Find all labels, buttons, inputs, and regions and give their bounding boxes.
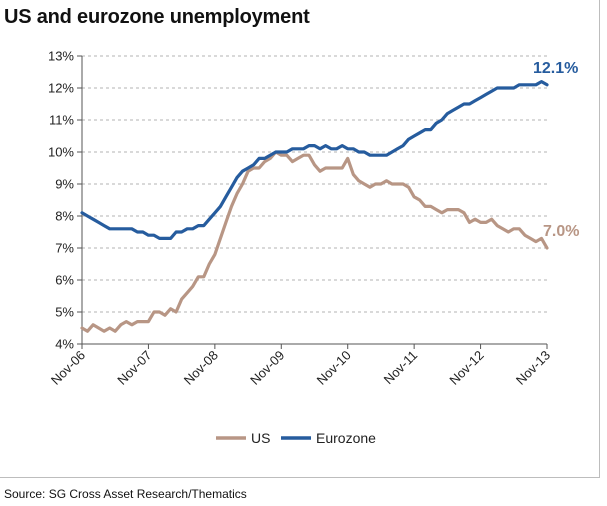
y-tick-label: 10%: [48, 145, 74, 160]
y-tick-label: 5%: [55, 305, 74, 320]
y-tick-label: 9%: [55, 177, 74, 192]
x-tick-label: Nov-13: [513, 348, 553, 388]
source-note: Source: SG Cross Asset Research/Thematic…: [4, 487, 247, 501]
y-tick-label: 11%: [49, 113, 74, 128]
x-tick-label: Nov-06: [48, 348, 88, 388]
x-tick-label: Nov-11: [381, 348, 421, 388]
end-label-eurozone: 12.1%: [533, 60, 578, 77]
x-tick-label: Nov-12: [446, 348, 486, 388]
x-tick-label: Nov-09: [247, 348, 287, 388]
legend-label-us: US: [251, 430, 270, 446]
y-tick-label: 12%: [48, 81, 74, 96]
y-tick-label: 7%: [55, 241, 74, 256]
end-label-us: 7.0%: [543, 223, 579, 240]
y-tick-label: 8%: [55, 209, 74, 224]
x-tick-label: Nov-07: [114, 348, 154, 388]
chart-area: 4% 5% 6% 7% 8% 9% 10% 11% 12% 13% Nov-06 Nov-07 Nov-…: [48, 49, 580, 447]
chart-frame: [0, 0, 600, 478]
chart-title: US and eurozone unemployment: [4, 6, 310, 28]
series-line-eurozone: [80, 80, 549, 240]
y-tick-label: 6%: [55, 273, 74, 288]
legend-label-eurozone: Eurozone: [316, 430, 376, 446]
x-tick-label: Nov-10: [314, 348, 354, 388]
y-tick-label: 4%: [55, 337, 74, 352]
y-tick-label: 13%: [48, 49, 74, 64]
series-line-us: [80, 150, 549, 333]
x-tick-label: Nov-08: [181, 348, 221, 388]
